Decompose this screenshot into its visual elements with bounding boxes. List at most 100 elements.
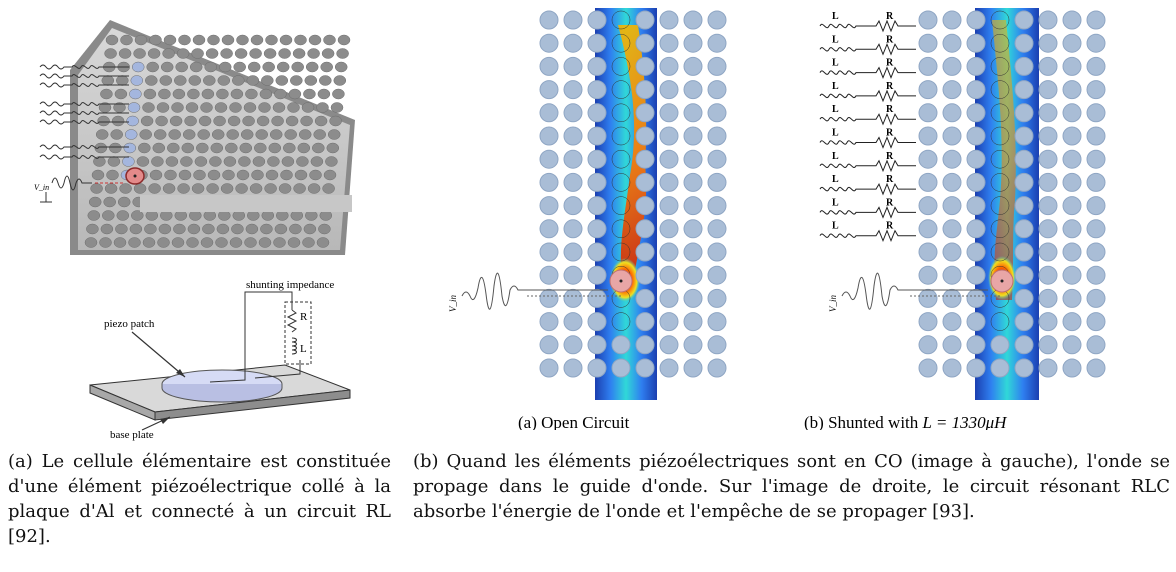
cylinder — [302, 237, 315, 248]
scatterer — [659, 56, 679, 76]
cylinder — [262, 61, 275, 73]
scatterer — [635, 358, 655, 378]
scatterer — [1062, 56, 1082, 76]
scatterer — [918, 335, 938, 355]
cylinder — [259, 88, 273, 100]
inductor-label: L — [832, 11, 839, 22]
scatterer — [1038, 80, 1058, 100]
cylinder — [152, 142, 166, 154]
cylinder — [168, 129, 181, 140]
piezo-cylinder — [124, 129, 138, 140]
scatterer — [659, 126, 679, 146]
scatterer — [1014, 10, 1034, 30]
cylinder — [114, 88, 128, 100]
scatterer — [1014, 312, 1034, 332]
cylinder — [175, 61, 188, 73]
cylinder — [249, 183, 263, 194]
cylinder — [310, 156, 324, 167]
cylinder — [235, 183, 248, 194]
scatterer — [635, 149, 655, 169]
cylinder — [268, 142, 282, 154]
scatterer — [563, 335, 583, 355]
resistor-label: R — [886, 81, 894, 92]
scatterer — [683, 56, 703, 76]
cylinder — [278, 183, 292, 194]
rl-shunt-circuits: L R L R L R L R L R L R L R L R L R L R — [819, 11, 916, 243]
scatterer — [1062, 10, 1082, 30]
cylinder — [149, 169, 163, 181]
cylinder — [229, 237, 243, 248]
scatterer — [918, 80, 938, 100]
scatterer — [1038, 358, 1058, 378]
scatterer — [659, 358, 679, 378]
scatterer — [1038, 335, 1058, 355]
scatterer — [659, 312, 679, 332]
scatterer — [587, 172, 607, 192]
scatterer — [539, 56, 559, 76]
scatterer — [635, 33, 655, 53]
scatterer — [1014, 149, 1034, 169]
scatterer — [942, 103, 962, 123]
cylinder — [153, 129, 167, 140]
waveguide-cell-outline — [611, 312, 631, 331]
scatterer — [539, 103, 559, 123]
waveguide-cell-outline — [990, 173, 1010, 192]
r-label: R — [300, 311, 308, 323]
cylinder — [303, 223, 317, 235]
cylinder — [317, 88, 331, 100]
scatterer — [635, 265, 655, 285]
cylinder — [245, 88, 258, 100]
waveguide-cell-outline — [611, 242, 631, 262]
cylinder — [220, 48, 233, 59]
cylinder — [178, 169, 192, 181]
scatterer — [1014, 172, 1034, 192]
cylinder — [298, 129, 312, 140]
scatterer — [1062, 126, 1082, 146]
scatterer — [966, 10, 986, 30]
scatterer — [659, 242, 679, 262]
scatterer — [1014, 196, 1034, 216]
cylinder — [95, 129, 109, 140]
cylinder — [274, 88, 287, 100]
cylinder — [172, 88, 186, 100]
scatterer — [942, 312, 962, 332]
scatterer — [1038, 56, 1058, 76]
scatterer — [966, 358, 986, 378]
cylinder — [294, 34, 307, 46]
scatterer — [539, 10, 559, 30]
cylinder — [171, 237, 185, 248]
cylinder — [304, 75, 318, 86]
shunted-figure: L R L R L R L R L R L R L R L R L R L R V_in (b) Shunted wi… — [760, 0, 1176, 432]
scatterer — [1062, 103, 1082, 123]
waveguide-cell-outline — [990, 312, 1010, 331]
cylinder — [321, 48, 335, 59]
scatterer — [539, 335, 559, 355]
cylinder — [109, 142, 122, 154]
cylinder — [246, 75, 260, 86]
unit-cell-diagram: R L shunting impedance piezo patch base … — [89, 279, 351, 441]
scatterer — [683, 242, 703, 262]
scatterer — [587, 126, 607, 146]
scatterer — [635, 103, 655, 123]
rl-branch — [819, 112, 916, 126]
scatterer — [707, 56, 727, 76]
scatterer — [966, 80, 986, 100]
scatterer — [563, 149, 583, 169]
scatterer — [587, 265, 607, 285]
resistor-label: R — [886, 174, 894, 185]
piezo-cylinder — [131, 61, 145, 73]
scatterer — [539, 80, 559, 100]
cylinder — [102, 210, 115, 221]
cylinder — [251, 169, 264, 181]
cylinder — [254, 142, 267, 154]
cylinder — [136, 156, 150, 167]
cylinder — [200, 102, 213, 113]
cylinder — [274, 223, 288, 235]
cylinder — [118, 48, 132, 59]
scatterer — [563, 358, 583, 378]
scatterer — [1038, 196, 1058, 216]
resistor-label: R — [886, 34, 894, 45]
cylinder — [290, 75, 303, 86]
scatterer — [587, 56, 607, 76]
scatterer — [942, 126, 962, 146]
